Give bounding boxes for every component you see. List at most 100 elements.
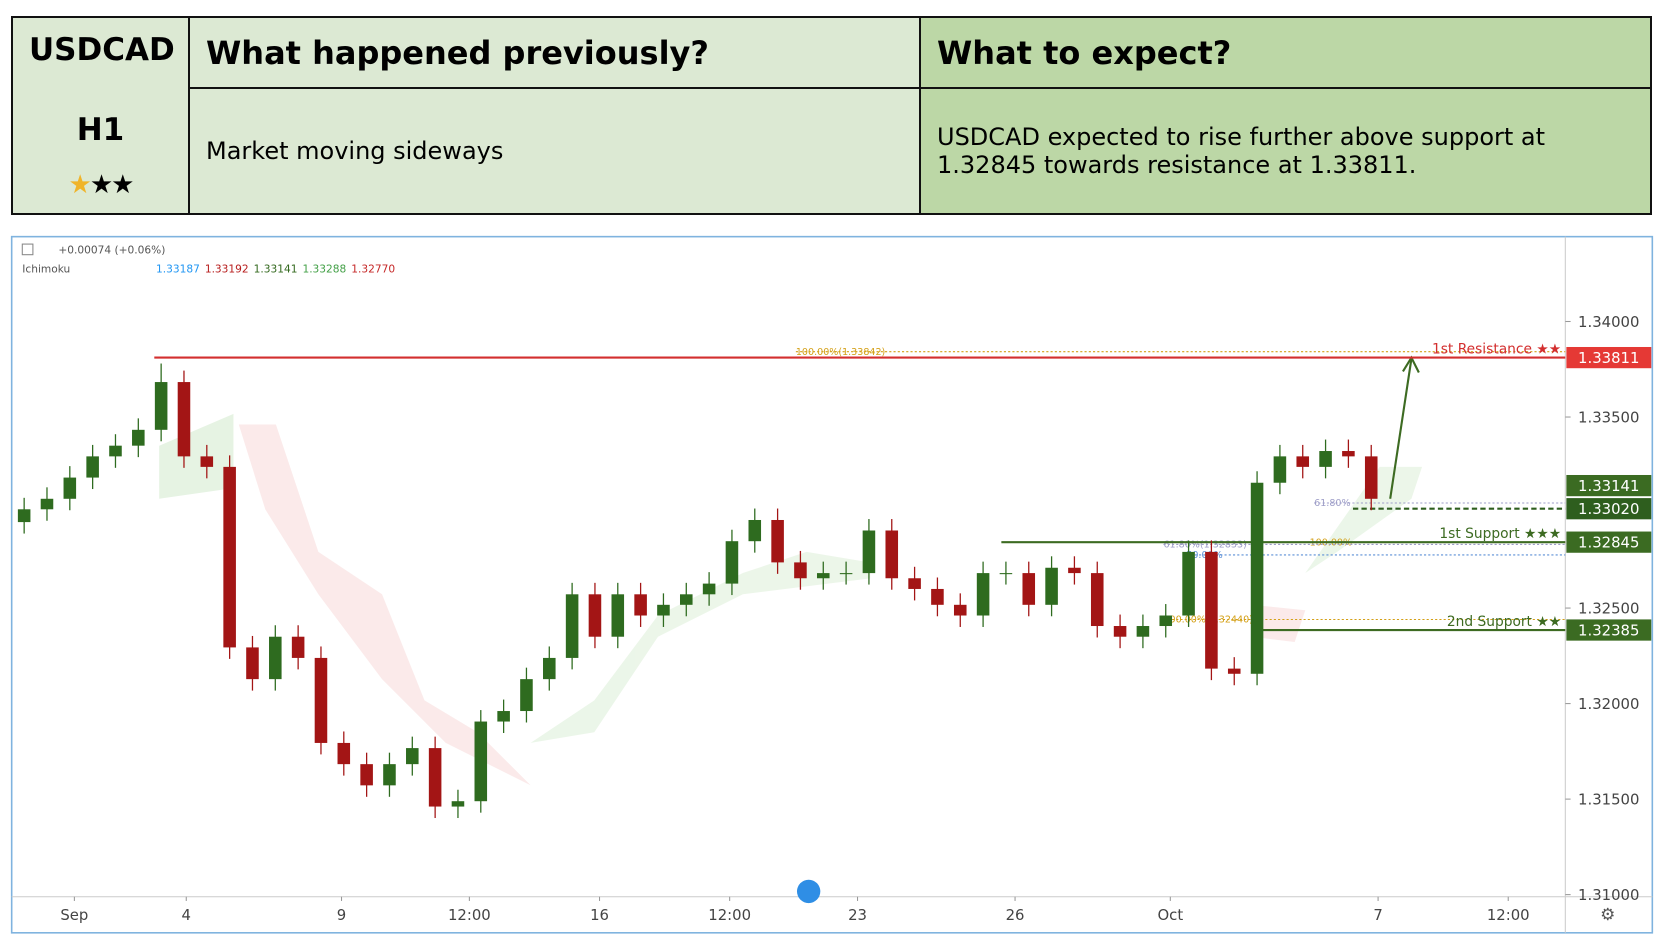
candle-body (154, 382, 168, 430)
candle-body (1250, 482, 1264, 674)
indicator-value: 1.33187 (156, 263, 200, 276)
candle-body (565, 594, 579, 658)
candle-body (1045, 567, 1058, 605)
candle-body (269, 636, 282, 680)
price-tag (1566, 619, 1652, 641)
candle-body (520, 679, 533, 712)
x-tick-label: 7 (1373, 906, 1382, 924)
x-tick-label: 12:00 (1487, 906, 1530, 924)
price-tag (1566, 531, 1652, 553)
candle-body (40, 498, 54, 510)
y-tick-label: 1.32500 (1578, 599, 1639, 617)
forecast-arrow (1389, 358, 1413, 499)
fit-button[interactable] (796, 879, 821, 904)
x-tick-label: 9 (337, 906, 346, 924)
price-tag (1566, 474, 1652, 497)
previous-text: Market moving sideways (188, 87, 921, 215)
x-tick-label: 4 (182, 906, 191, 924)
candle-body (406, 748, 419, 765)
fib-label: 100.00%(1.33842) (796, 347, 885, 358)
price-tag-label: 1.32845 (1578, 533, 1639, 551)
y-tick-label: 1.31000 (1578, 886, 1639, 904)
candle-body (771, 519, 784, 563)
candle-body (588, 594, 602, 637)
candle-body (1113, 626, 1127, 637)
candle-body (223, 466, 236, 648)
candle-body (725, 541, 739, 584)
candle-body (428, 748, 442, 807)
candle-body (543, 657, 556, 680)
candle-body (177, 382, 191, 457)
candle-body (109, 445, 122, 457)
level-label: 1st Resistance ★★ (1432, 341, 1561, 357)
candle-body (314, 657, 328, 743)
candle-body (451, 801, 465, 807)
candle-body (657, 604, 670, 616)
indicator-value: 1.33141 (254, 263, 298, 276)
price-tag-label: 1.33020 (1578, 500, 1639, 518)
indicator-value: 1.33192 (205, 263, 249, 276)
price-tag (1566, 498, 1652, 520)
fib-label: 61.80%(1.32833) (1163, 540, 1246, 551)
rating: ★★★ (68, 169, 135, 200)
x-tick-label: 26 (1006, 906, 1025, 924)
timeframe: H1 (76, 111, 125, 148)
candle-body (383, 764, 396, 786)
fib-label: 50.00% (1186, 550, 1222, 561)
x-tick-label: 12:00 (708, 906, 751, 924)
candle-body (1090, 573, 1104, 627)
candle-body (86, 456, 99, 478)
candle-body (474, 721, 488, 802)
change-label: +0.00074 (+0.06%) (58, 244, 165, 257)
previous-title: What happened previously? (188, 16, 921, 89)
settings-icon[interactable]: ⚙ (1600, 905, 1615, 925)
candle-body (497, 711, 510, 722)
candle-body (999, 573, 1013, 575)
level-label: 1st Support ★★★ (1439, 526, 1561, 542)
y-tick-label: 1.34000 (1578, 313, 1639, 331)
candle-body (862, 530, 876, 574)
x-tick-label: 16 (590, 906, 609, 924)
candle-body (611, 594, 625, 637)
x-tick-label: Sep (60, 906, 88, 924)
candle-body (1319, 451, 1332, 467)
chart-frame (10, 235, 1654, 934)
candle-body (1182, 551, 1195, 616)
candle-body (839, 573, 853, 575)
candle-body (63, 477, 77, 499)
candle-body (634, 594, 647, 616)
candle-body (953, 604, 967, 616)
indicator-value: 1.32770 (351, 263, 395, 276)
candle-body (1136, 626, 1150, 637)
candle-body (1022, 573, 1036, 605)
ichimoku-cloud (159, 413, 1423, 786)
collapse-icon[interactable] (21, 243, 34, 256)
price-tag-label: 1.33141 (1578, 477, 1639, 495)
price-tag (1566, 346, 1652, 369)
candle-body (1273, 456, 1287, 483)
candle-body (976, 573, 990, 616)
candle-body (908, 578, 921, 589)
candle-body (1159, 615, 1173, 627)
y-tick-label: 1.32000 (1578, 695, 1639, 713)
y-tick-label: 1.31500 (1578, 790, 1639, 808)
candle-body (679, 594, 693, 605)
candle-body (17, 509, 31, 523)
candle-body (816, 573, 830, 579)
candle-body (132, 429, 145, 446)
fib-label: 61.80% (1314, 498, 1350, 509)
x-tick-label: Oct (1157, 906, 1183, 924)
candle-body (1068, 567, 1081, 574)
candle-body (291, 636, 305, 658)
level-label: 2nd Support ★★ (1447, 614, 1561, 630)
x-tick-label: 23 (848, 906, 867, 924)
price-tag-label: 1.33811 (1578, 349, 1639, 367)
candle-body (702, 583, 716, 595)
candle-body (1364, 456, 1378, 499)
price-tag-label: 1.32385 (1578, 621, 1639, 639)
expect-title: What to expect? (919, 16, 1652, 89)
symbol-cell: USDCAD H1 ★★★ (11, 16, 190, 215)
expect-text: USDCAD expected to rise further above su… (919, 87, 1652, 215)
